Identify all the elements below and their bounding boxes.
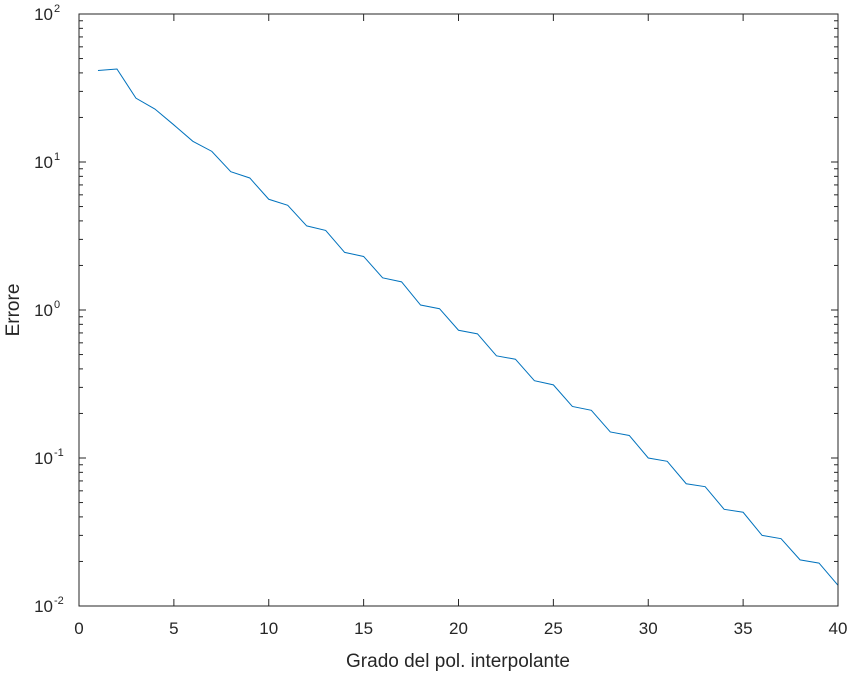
y-tick-label: 10 <box>34 301 53 320</box>
x-axis-label: Grado del pol. interpolante <box>346 651 570 672</box>
y-tick-label: 10 <box>34 5 53 24</box>
y-tick-label: 10 <box>34 597 53 616</box>
x-tick-label: 10 <box>259 619 278 638</box>
y-tick-exponent: 1 <box>54 151 60 163</box>
x-tick-label: 30 <box>639 619 658 638</box>
y-tick-exponent: -1 <box>54 447 64 459</box>
plot-box <box>78 13 839 607</box>
x-tick-label: 25 <box>544 619 563 638</box>
x-tick-label: 15 <box>354 619 373 638</box>
x-tick-label: 0 <box>74 619 83 638</box>
x-tick-label: 5 <box>169 619 178 638</box>
axis-ticks <box>78 13 839 607</box>
y-tick-label: 10 <box>34 449 53 468</box>
x-tick-label: 40 <box>829 619 848 638</box>
y-tick-exponent: 2 <box>54 3 60 15</box>
y-tick-label: 10 <box>34 153 53 172</box>
y-tick-exponent: -2 <box>54 595 64 607</box>
x-tick-label: 20 <box>449 619 468 638</box>
y-axis-label: Errore <box>3 284 24 337</box>
x-tick-label: 35 <box>734 619 753 638</box>
series-line <box>97 68 839 586</box>
y-tick-exponent: 0 <box>54 299 60 311</box>
plot-area <box>79 14 838 606</box>
